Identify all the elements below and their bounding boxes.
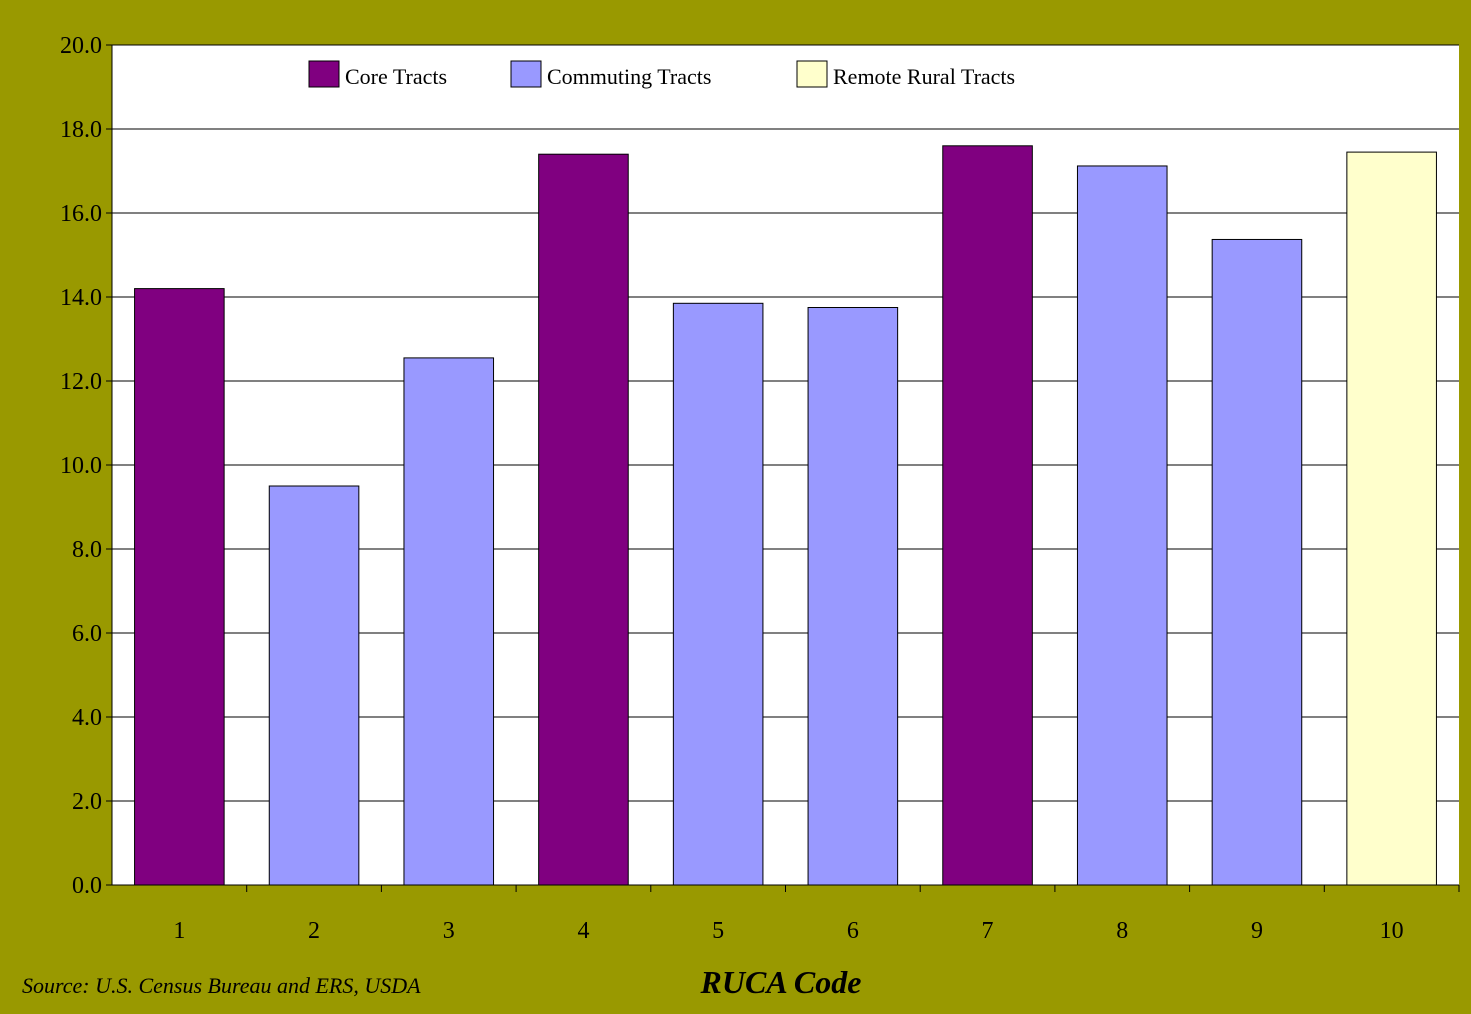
bar: [942, 145, 1033, 886]
bars: [134, 145, 1437, 886]
y-tick-label: 8.0: [72, 537, 102, 563]
legend: Core Tracts Commuting Tracts Remote Rural …: [308, 60, 1015, 89]
x-tick-label: 7: [982, 918, 994, 944]
x-axis-label: RUCA Code: [700, 964, 862, 1000]
y-tick-label: 10.0: [60, 453, 102, 479]
bar: [268, 485, 360, 886]
bar: [807, 307, 899, 886]
x-tick-label: 9: [1251, 918, 1263, 944]
bar: [538, 153, 629, 886]
y-tick-label: 4.0: [72, 705, 102, 731]
x-tick-label: 10: [1380, 918, 1404, 944]
bar: [672, 302, 764, 886]
legend-swatch: [308, 60, 340, 88]
legend-swatch: [510, 60, 542, 88]
source-note: Source: U.S. Census Bureau and ERS, USDA: [22, 973, 421, 998]
x-tick-label: 6: [847, 918, 859, 944]
bar: [1211, 238, 1303, 886]
y-tick-label: 14.0: [60, 285, 102, 311]
x-tick-label: 3: [443, 918, 455, 944]
legend-label: Core Tracts: [345, 64, 447, 89]
y-tick-label: 18.0: [60, 117, 102, 143]
bar: [1346, 151, 1437, 886]
y-tick-label: 2.0: [72, 789, 102, 815]
y-tick-label: 20.0: [60, 33, 102, 59]
x-tick-label: 2: [308, 918, 320, 944]
axes: 0.0 2.0 4.0 6.0 8.0 10.0 12.0 14.0 16.0 18.0 20.0 1…: [60, 33, 1460, 944]
bar: [134, 288, 225, 886]
y-tick-label: 6.0: [72, 621, 102, 647]
y-tick-label: 12.0: [60, 369, 102, 395]
y-tick-label: 16.0: [60, 201, 102, 227]
y-tick-label: 0.0: [72, 873, 102, 899]
legend-label: Remote Rural Tracts: [833, 64, 1015, 89]
bar: [1076, 165, 1168, 886]
x-tick-label: 1: [173, 918, 185, 944]
x-tick-label: 4: [577, 918, 589, 944]
bar: [403, 357, 495, 886]
legend-swatch: [796, 60, 828, 88]
x-tick-label: 8: [1116, 918, 1128, 944]
x-tick-label: 5: [712, 918, 724, 944]
legend-label: Commuting Tracts: [547, 64, 711, 89]
